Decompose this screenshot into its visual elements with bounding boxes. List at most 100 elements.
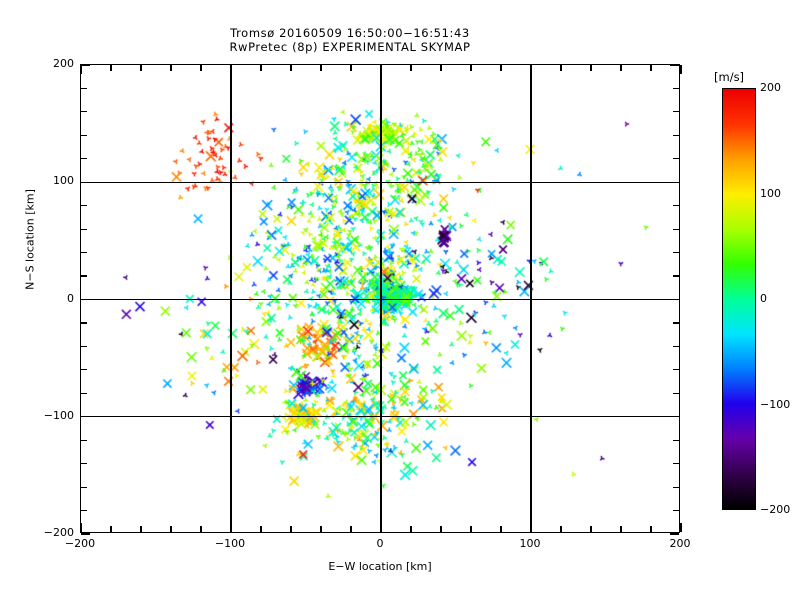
x-tick xyxy=(380,523,382,532)
figure-title-line1: Tromsø 20160509 16:50:00−16:51:43 xyxy=(230,26,470,40)
x-tick-top xyxy=(320,65,322,71)
x-tick xyxy=(440,526,442,532)
x-tick xyxy=(80,523,82,532)
colorbar-units-label: [m/s] xyxy=(714,70,745,84)
colorbar xyxy=(722,88,756,510)
x-axis-title: E−W location [km] xyxy=(328,560,432,573)
x-tick-top xyxy=(260,65,262,71)
y-tick-right xyxy=(670,298,679,301)
y-tick xyxy=(81,87,87,90)
gridline-vertical xyxy=(380,65,382,532)
y-tick-right xyxy=(673,228,679,230)
x-tick-top xyxy=(470,65,472,71)
y-tick xyxy=(81,205,87,207)
y-tick xyxy=(81,392,87,394)
y-tick xyxy=(81,509,87,512)
y-tick xyxy=(81,439,87,441)
y-axis-title: N−S location [km] xyxy=(23,189,37,290)
x-tick-top xyxy=(590,65,592,71)
x-tick xyxy=(530,523,532,532)
y-tick-right xyxy=(673,111,679,113)
y-tick-right xyxy=(670,64,679,66)
y-tick-right xyxy=(673,134,679,136)
y-tick-right xyxy=(673,439,679,441)
y-tick-right xyxy=(673,205,679,207)
y-tick-label: 200 xyxy=(53,57,74,70)
y-tick xyxy=(81,322,87,324)
x-tick xyxy=(350,526,352,532)
x-tick xyxy=(140,526,142,532)
colorbar-tick-label: 0 xyxy=(760,292,767,305)
gridline-vertical xyxy=(530,65,532,532)
y-tick-right xyxy=(673,345,679,347)
y-tick-label: 0 xyxy=(67,291,74,305)
y-tick xyxy=(81,158,87,160)
x-tick xyxy=(260,526,262,532)
x-tick-label: 200 xyxy=(669,537,691,550)
y-tick xyxy=(81,369,87,371)
scatter-plot-canvas xyxy=(81,65,679,532)
x-tick-top xyxy=(170,65,172,71)
x-tick xyxy=(590,526,592,532)
y-tick-right xyxy=(673,392,679,394)
y-tick-label: 100 xyxy=(53,174,74,188)
x-tick xyxy=(650,526,652,532)
y-tick xyxy=(81,252,87,254)
x-tick-top xyxy=(230,65,232,74)
x-tick xyxy=(680,523,682,532)
x-tick xyxy=(410,526,412,532)
x-tick-top xyxy=(650,65,652,71)
colorbar-tick-label: 100 xyxy=(760,186,781,200)
plot-canvas-area xyxy=(81,65,679,532)
x-tick xyxy=(230,523,232,532)
y-tick xyxy=(81,134,87,136)
y-tick xyxy=(81,463,87,465)
colorbar-tick-label: 200 xyxy=(760,81,781,94)
x-tick-top xyxy=(680,65,682,74)
x-tick xyxy=(170,526,172,532)
y-tick xyxy=(81,486,87,488)
x-tick xyxy=(320,526,322,532)
y-tick xyxy=(81,533,90,535)
x-tick xyxy=(620,526,622,532)
x-tick-top xyxy=(350,65,352,71)
x-tick-label: −200 xyxy=(64,537,96,550)
gridline-vertical xyxy=(230,65,232,532)
x-tick-label: −100 xyxy=(214,537,246,550)
x-tick-top xyxy=(380,65,382,74)
y-tick-right xyxy=(673,158,679,160)
x-tick-top xyxy=(560,65,562,71)
plot-frame xyxy=(80,64,682,535)
y-tick-right xyxy=(673,369,679,371)
y-tick xyxy=(81,298,90,301)
x-tick-top xyxy=(200,65,202,71)
x-tick-top xyxy=(140,65,142,71)
figure-title-line2: RwPretec (8p) EXPERIMENTAL SKYMAP xyxy=(229,40,471,54)
y-tick-right xyxy=(673,463,679,465)
x-tick xyxy=(560,526,562,532)
x-tick-top xyxy=(500,65,502,71)
gridline-horizontal xyxy=(81,416,679,418)
x-tick-top xyxy=(620,65,622,71)
x-tick-top xyxy=(80,65,82,74)
y-tick-right xyxy=(673,87,679,90)
x-tick xyxy=(470,526,472,532)
y-tick xyxy=(81,416,90,418)
x-tick-label: 100 xyxy=(519,537,541,550)
y-tick-right xyxy=(670,416,679,418)
y-tick xyxy=(81,64,90,66)
x-tick-top xyxy=(530,65,532,74)
y-tick xyxy=(81,181,90,183)
x-tick-top xyxy=(410,65,412,71)
gridline-horizontal xyxy=(81,298,679,301)
colorbar-tick-label: −100 xyxy=(760,397,791,411)
y-tick-right xyxy=(673,322,679,324)
colorbar-tick-label: −200 xyxy=(760,503,791,516)
y-tick xyxy=(81,111,87,113)
y-tick-right xyxy=(673,252,679,254)
x-tick xyxy=(290,526,292,532)
x-tick xyxy=(200,526,202,532)
y-tick-right xyxy=(670,533,679,535)
x-tick xyxy=(110,526,112,532)
